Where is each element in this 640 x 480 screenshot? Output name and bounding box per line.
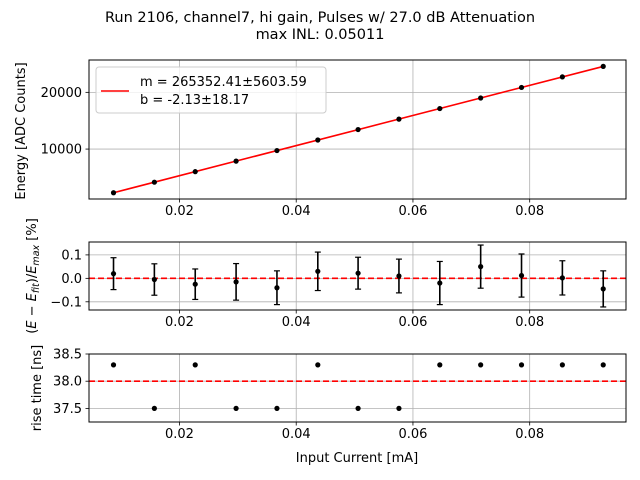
energy-x-ticks: 0.02 0.04 0.06 0.08 xyxy=(165,199,544,219)
legend-fit-line1: m = 265352.41±5603.59 xyxy=(140,75,307,90)
residual-point xyxy=(233,279,239,285)
energy-ytick-label: 10000 xyxy=(41,143,82,158)
energy-point xyxy=(478,95,484,101)
legend-fit-line2: b = -2.13±18.17 xyxy=(140,93,249,108)
energy-point xyxy=(437,105,443,112)
risetime-point xyxy=(518,362,525,368)
energy-point xyxy=(559,74,565,80)
energy-point xyxy=(315,137,321,143)
figure-title-line1: Run 2106, channel7, hi gain, Pulses w/ 2… xyxy=(105,10,535,26)
risetime-ytick-label: 37.5 xyxy=(53,402,82,417)
residual-points xyxy=(110,264,606,292)
energy-point xyxy=(396,116,402,122)
risetime-ytick-label: 38.5 xyxy=(53,348,82,363)
energy-y-label: Energy [ADC Counts] xyxy=(14,62,29,199)
residual-axes-frame xyxy=(88,241,627,311)
energy-point xyxy=(600,63,606,69)
energy-legend: m = 265352.41±5603.59 b = -2.13±18.17 xyxy=(95,66,327,114)
residual-xtick-label: 0.02 xyxy=(165,315,194,330)
residual-point xyxy=(559,275,565,281)
risetime-point xyxy=(315,362,321,368)
energy-point xyxy=(151,179,157,185)
risetime-points xyxy=(110,362,606,411)
risetime-xtick-label: 0.06 xyxy=(398,427,427,442)
energy-point xyxy=(192,169,198,175)
risetime-y-label: rise time [ns] xyxy=(30,345,45,432)
risetime-y-ticks: 37.5 38.0 38.5 xyxy=(53,348,89,417)
risetime-panel: 0.02 0.04 0.06 0.08 37.5 38.0 38.5 rise time … xyxy=(30,345,627,466)
energy-y-ticks: 10000 20000 xyxy=(41,86,89,158)
risetime-point xyxy=(192,362,198,368)
residual-panel: 0.02 0.04 0.06 0.08 −0.1 0.0 0.1 (E − Efit)/E… xyxy=(25,218,627,334)
risetime-xtick-label: 0.08 xyxy=(515,427,544,442)
risetime-grid xyxy=(89,353,626,422)
energy-axes-frame xyxy=(88,59,627,200)
residual-point xyxy=(355,270,361,276)
risetime-point xyxy=(478,362,484,368)
residual-errorbars xyxy=(110,244,607,308)
residual-xtick-label: 0.04 xyxy=(282,315,311,330)
residual-xtick-label: 0.08 xyxy=(515,315,544,330)
residual-xtick-label: 0.06 xyxy=(398,315,427,330)
residual-point xyxy=(151,276,157,283)
energy-point xyxy=(518,84,525,91)
risetime-ytick-label: 38.0 xyxy=(53,375,82,390)
legend-box xyxy=(95,66,327,114)
energy-point xyxy=(274,147,280,154)
energy-xtick-label: 0.04 xyxy=(282,204,311,219)
residual-ytick-label: 0.1 xyxy=(61,248,82,263)
risetime-point xyxy=(600,362,606,368)
residual-point xyxy=(437,280,443,286)
risetime-point xyxy=(110,362,117,368)
residual-y-ticks: −0.1 0.0 0.1 xyxy=(50,248,89,310)
x-axis-label: Input Current [mA] xyxy=(296,451,418,466)
risetime-point xyxy=(437,362,443,368)
residual-point xyxy=(600,286,606,292)
residual-y-label: (E − Efit)/Emax [%] xyxy=(25,218,42,334)
residual-point xyxy=(518,272,525,279)
residual-point xyxy=(110,271,117,277)
energy-xtick-label: 0.02 xyxy=(165,204,194,219)
residual-ytick-label: 0.0 xyxy=(61,272,82,287)
energy-point xyxy=(110,190,117,196)
energy-xtick-label: 0.08 xyxy=(515,204,544,219)
risetime-point xyxy=(274,405,280,411)
energy-point xyxy=(355,126,361,133)
energy-panel: 0.02 0.04 0.06 0.08 10000 20000 Energy [ADC … xyxy=(14,59,627,219)
risetime-point xyxy=(151,405,157,411)
energy-xtick-label: 0.06 xyxy=(398,204,427,219)
residual-point xyxy=(396,273,402,279)
figure-title-line2: max INL: 0.05011 xyxy=(256,27,385,43)
residual-ytick-label: −0.1 xyxy=(50,295,82,310)
risetime-axes-frame xyxy=(88,353,627,423)
risetime-point xyxy=(233,405,239,411)
risetime-xtick-label: 0.04 xyxy=(282,427,311,442)
residual-point xyxy=(274,285,280,291)
residual-point xyxy=(478,264,484,270)
energy-points xyxy=(110,63,606,196)
energy-point xyxy=(233,158,239,164)
residual-x-ticks: 0.02 0.04 0.06 0.08 xyxy=(165,310,544,330)
risetime-point xyxy=(396,405,402,411)
risetime-point xyxy=(355,405,361,411)
risetime-xtick-label: 0.02 xyxy=(165,427,194,442)
risetime-point xyxy=(559,362,565,368)
residual-point xyxy=(315,268,321,274)
energy-ytick-label: 20000 xyxy=(41,86,82,101)
residual-point xyxy=(192,281,198,287)
risetime-x-ticks: 0.02 0.04 0.06 0.08 xyxy=(165,422,544,442)
